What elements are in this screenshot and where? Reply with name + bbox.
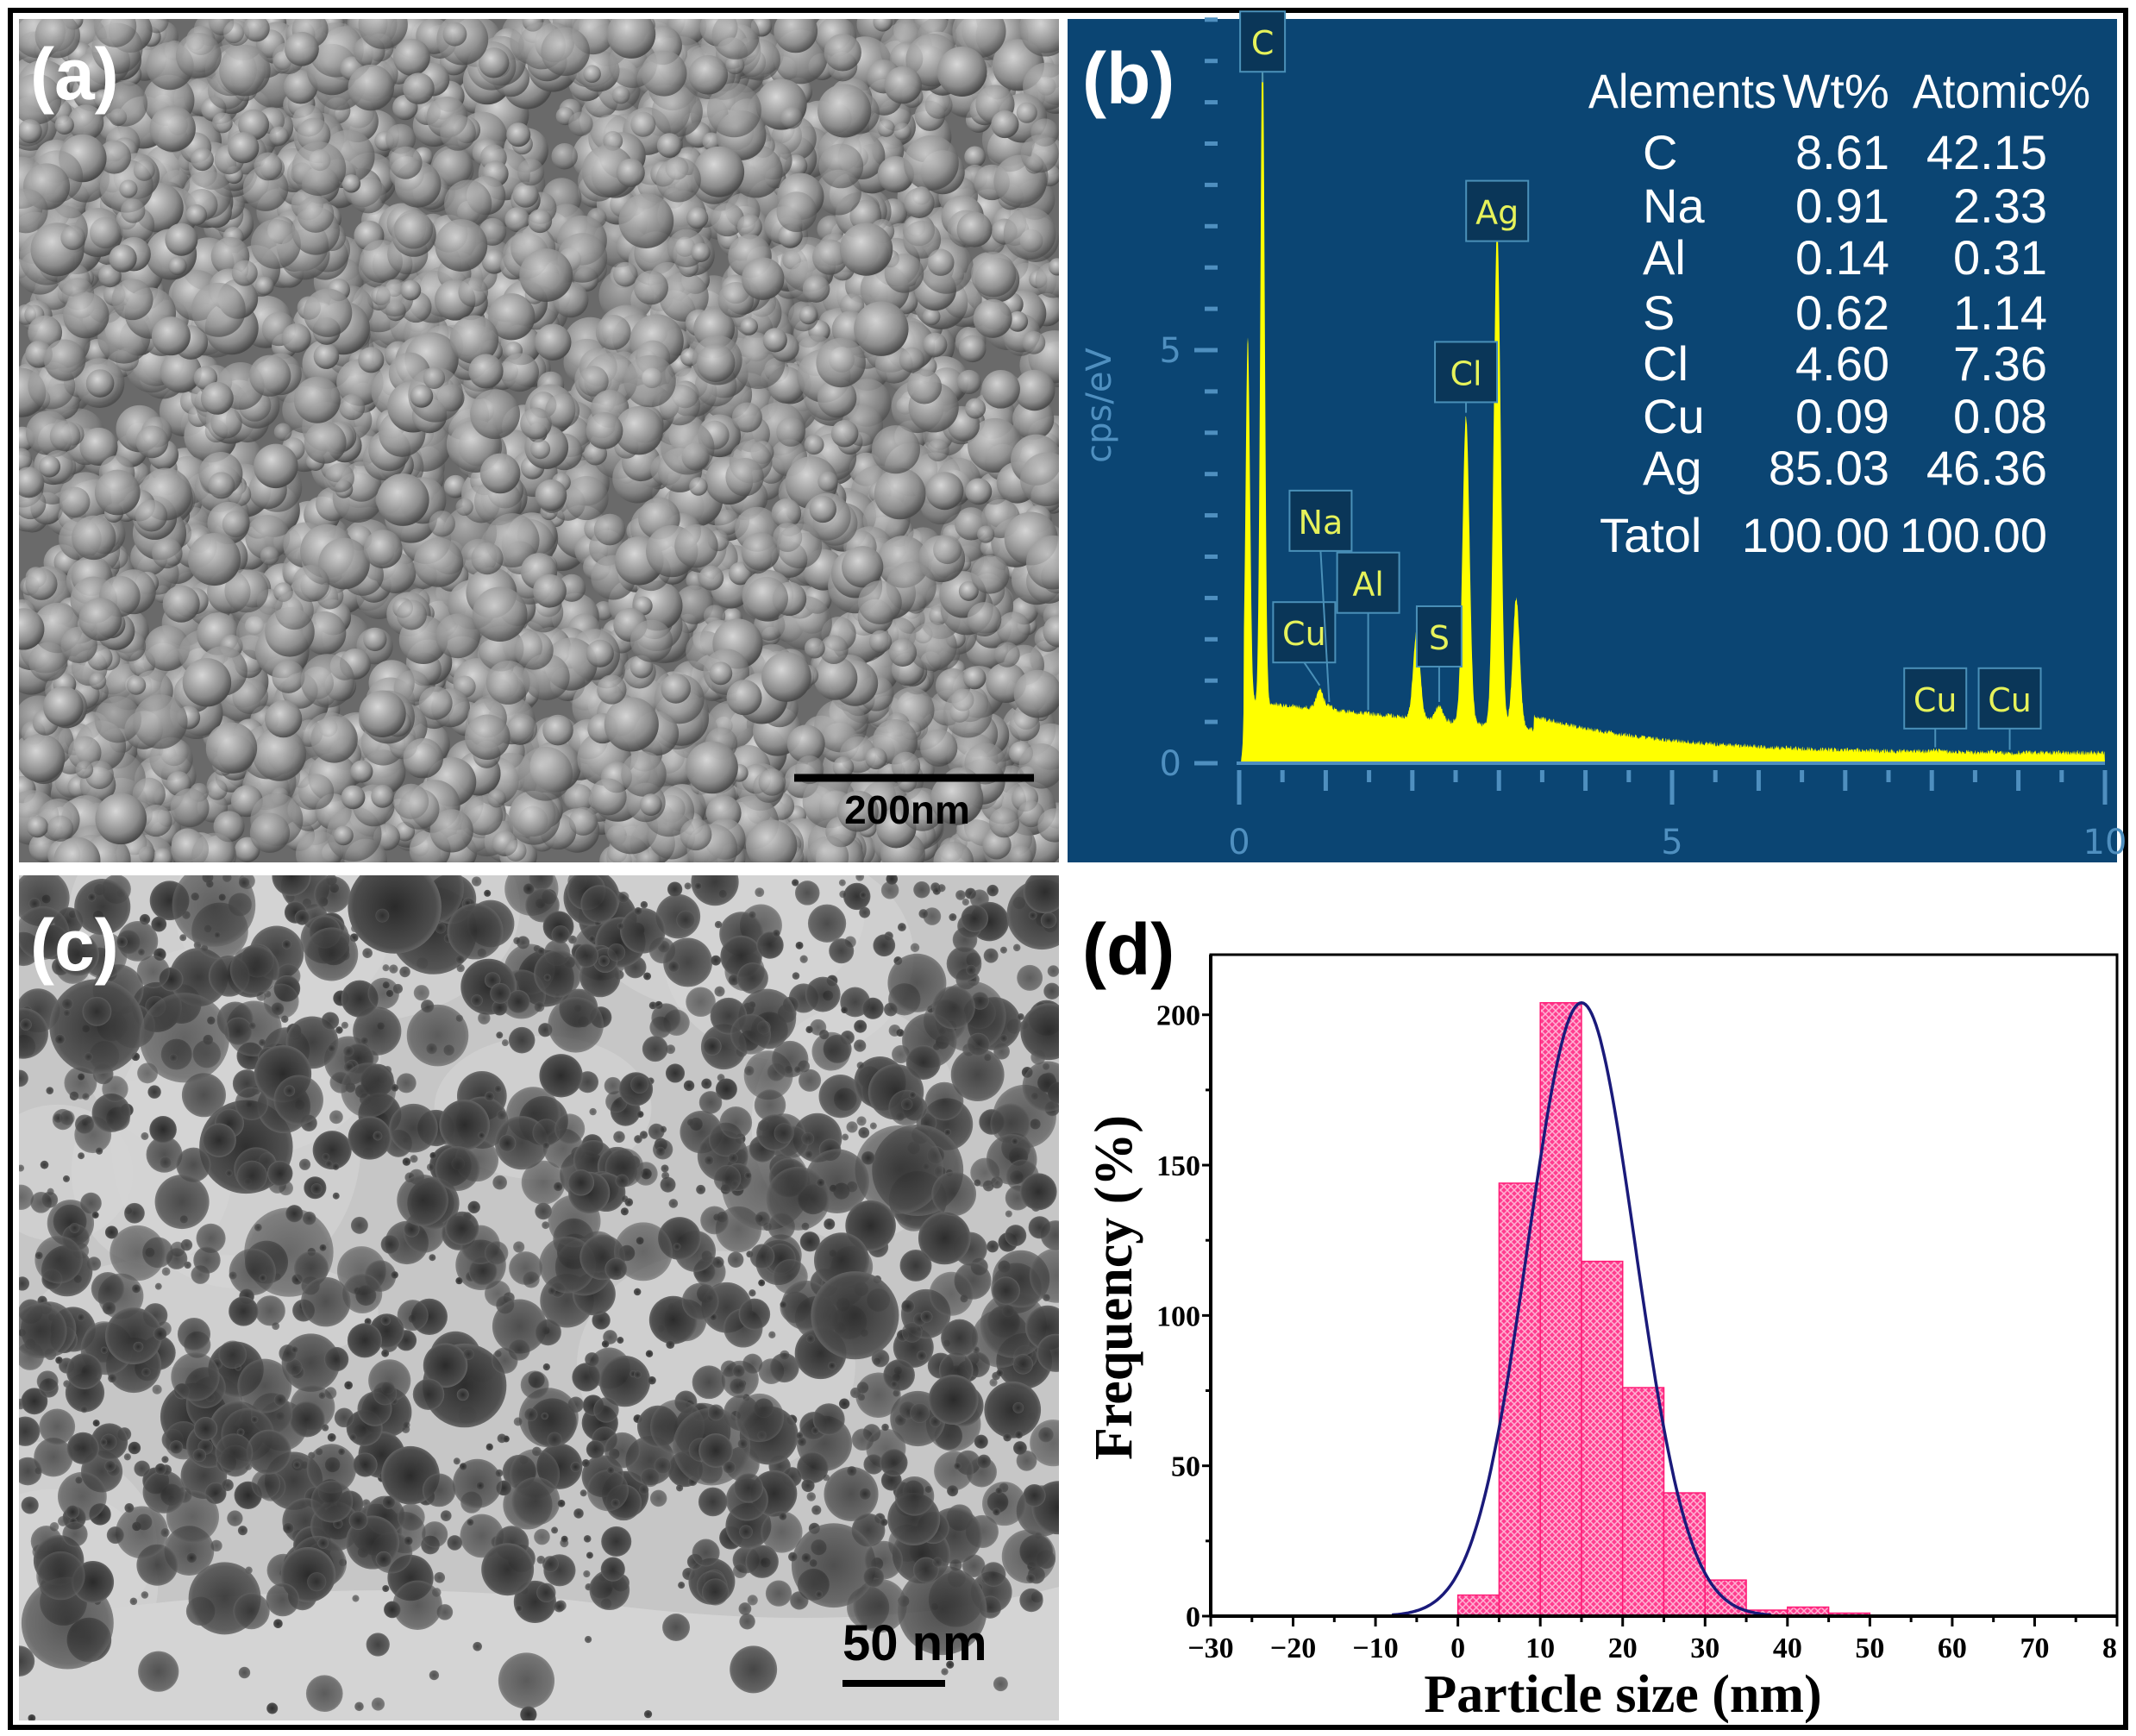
sem-scale-bar-label: 200nm <box>844 787 970 832</box>
svg-text:Cu: Cu <box>1914 681 1957 719</box>
panel-c-tem-image: (c) 50 nm <box>19 875 1059 1720</box>
histogram-x-tick-label: 0 <box>1450 1633 1465 1664</box>
eds-peak-label: Na <box>1288 489 1353 702</box>
eds-peak-label: Cu <box>1903 667 1968 748</box>
eds-table-header: Wt% <box>1782 64 1889 118</box>
histogram-x-tick-label: 50 <box>1855 1633 1884 1664</box>
eds-table-cell: Tatol <box>1600 508 1701 562</box>
histogram-y-tick-label: 100 <box>1156 1300 1200 1332</box>
histogram-x-tick-label: 10 <box>1525 1633 1555 1664</box>
histogram-x-tick-label: 40 <box>1773 1633 1802 1664</box>
eds-table-cell: 1.14 <box>1953 285 2047 340</box>
histogram-bar <box>1581 1260 1624 1617</box>
eds-table-cell: 46.36 <box>1926 441 2047 495</box>
eds-table-cell: 0.08 <box>1953 389 2047 443</box>
histogram-y-tick-label: 150 <box>1156 1150 1200 1182</box>
svg-text:S: S <box>1429 619 1450 657</box>
histogram-y-axis-label: Frequency (%) <box>1085 1115 1143 1460</box>
eds-x-tick-label: 0 <box>1228 823 1250 862</box>
histogram-bar <box>1539 1002 1582 1617</box>
eds-table-cell: 42.15 <box>1926 125 2047 179</box>
panel-d-histogram: (d) −30 −20 −10 0 10 20 30 40 50 60 70 805010015020… <box>1082 909 2119 1724</box>
eds-table-cell: 100.00 <box>1742 508 1889 562</box>
panel-b-label: (b) <box>1082 38 1174 119</box>
eds-peak-label: Ag <box>1465 179 1530 242</box>
eds-table-cell: Al <box>1643 230 1686 285</box>
histogram-x-tick-label: −10 <box>1352 1633 1398 1664</box>
histogram-bar <box>1621 1387 1665 1617</box>
svg-text:Cl: Cl <box>1450 354 1482 392</box>
eds-composition-table: Alements Wt% Atomic% C 8.61 42.15 Na 0.91 2.33 Al… <box>1588 64 2090 562</box>
histogram-y-tick-label: 200 <box>1156 1000 1200 1032</box>
histogram-x-tick-label: 30 <box>1690 1633 1719 1664</box>
histogram-bar <box>1456 1594 1500 1617</box>
histogram-x-tick-label: 8 <box>2102 1633 2117 1664</box>
eds-table-cell: S <box>1643 285 1675 340</box>
eds-table-header: Alements <box>1588 64 1776 118</box>
tem-scale-bar-label: 50 nm <box>842 1615 987 1671</box>
panel-a-sem-image: (a) 200nm <box>19 19 1059 862</box>
eds-table-cell: 0.62 <box>1795 285 1889 340</box>
svg-text:Cu: Cu <box>1988 681 2032 719</box>
svg-text:C: C <box>1251 24 1275 62</box>
histogram-y-tick-label: 0 <box>1186 1601 1200 1633</box>
panel-c-label: (c) <box>30 905 119 986</box>
eds-table-cell: 4.60 <box>1795 336 1889 391</box>
eds-peak-label: Cl <box>1434 341 1499 413</box>
histogram-x-tick-label: −20 <box>1270 1633 1316 1664</box>
eds-y-tick-label: 5 <box>1160 331 1181 371</box>
svg-text:Ag: Ag <box>1475 194 1519 232</box>
eds-table-cell: Na <box>1643 179 1705 233</box>
eds-table-cell: 0.09 <box>1795 389 1889 443</box>
eds-table-header: Atomic% <box>1913 64 2090 118</box>
histogram-x-tick-label: 60 <box>1938 1633 1967 1664</box>
histogram-x-tick-label: 20 <box>1608 1633 1638 1664</box>
eds-table-cell: Cl <box>1643 336 1688 391</box>
eds-table-cell: 0.14 <box>1795 230 1889 285</box>
eds-peak-label: C <box>1239 10 1287 83</box>
eds-x-tick-label: 5 <box>1661 823 1682 862</box>
eds-table-cell: 0.31 <box>1953 230 2047 285</box>
eds-table-cell: 2.33 <box>1953 179 2047 233</box>
histogram-y-tick-label: 50 <box>1171 1451 1200 1483</box>
eds-table-cell: 7.36 <box>1953 336 2047 391</box>
svg-text:Cu: Cu <box>1282 615 1326 653</box>
histogram-x-tick-label: 70 <box>2020 1633 2049 1664</box>
eds-y-tick-label: 0 <box>1160 744 1181 784</box>
svg-text:Al: Al <box>1352 566 1384 604</box>
histogram-x-tick-label: −30 <box>1187 1633 1233 1664</box>
panel-a-label: (a) <box>30 34 119 115</box>
histogram-bar <box>1663 1492 1707 1617</box>
eds-table-cell: 8.61 <box>1795 125 1889 179</box>
eds-table-cell: 85.03 <box>1769 441 1889 495</box>
svg-text:Na: Na <box>1299 504 1344 542</box>
eds-peak-label: Al <box>1336 551 1400 711</box>
eds-table-cell: C <box>1643 125 1677 179</box>
eds-table-cell: 0.91 <box>1795 179 1889 233</box>
eds-table-cell: Cu <box>1643 389 1705 443</box>
eds-x-tick-label: 10 <box>2083 823 2127 862</box>
eds-table-cell: 100.00 <box>1900 508 2047 562</box>
gaussian-fit-curve <box>1392 1001 1771 1617</box>
panel-d-label: (d) <box>1082 909 1174 990</box>
eds-peak-label: S <box>1415 605 1463 702</box>
eds-y-axis-label: cps/eV <box>1080 348 1119 463</box>
eds-peak-label: Cu <box>1977 667 2042 750</box>
histogram-x-axis-label: Particle size (nm) <box>1424 1665 1821 1724</box>
eds-table-cell: Ag <box>1643 441 1702 495</box>
